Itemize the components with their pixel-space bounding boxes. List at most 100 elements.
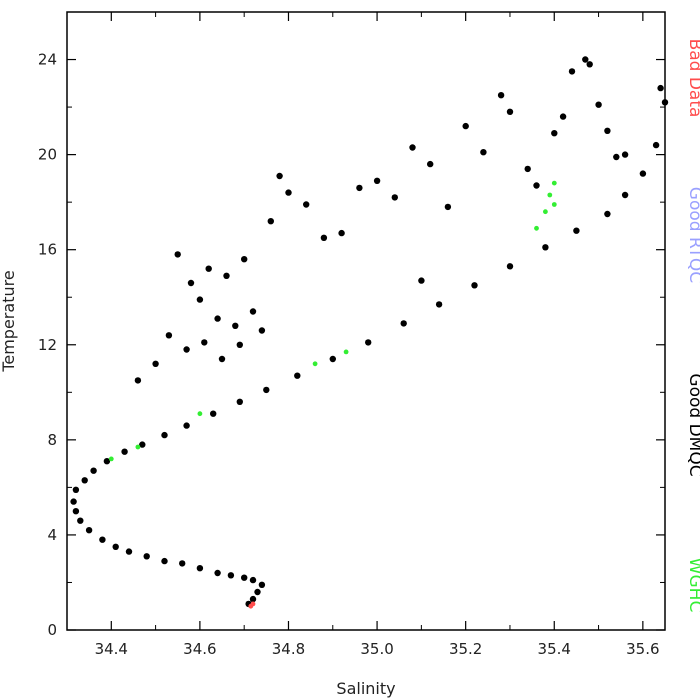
point-good-dmqc-41 — [639, 170, 647, 177]
point-good-dmqc-44 — [657, 84, 664, 92]
point-good-dmqc-31 — [329, 355, 336, 363]
point-wghc-2 — [197, 411, 203, 417]
x-tick-label-2: 34.8 — [272, 640, 305, 658]
point-good-dmqc-1 — [249, 595, 257, 603]
y-tick-label-1: 4 — [47, 526, 57, 544]
x-tick-label-0: 34.4 — [95, 640, 128, 658]
point-good-dmqc-29 — [263, 386, 270, 394]
point-good-dmqc-20 — [81, 477, 88, 484]
point-good-dmqc-70 — [497, 92, 505, 99]
point-good-dmqc-36 — [506, 263, 514, 270]
y-tick-label-3: 12 — [38, 336, 57, 354]
point-good-dmqc-51 — [232, 322, 239, 329]
data-points-layer — [70, 56, 669, 609]
point-good-dmqc-21 — [90, 467, 97, 474]
point-good-dmqc-4 — [249, 576, 257, 584]
legend-good-rtqc: Good RTQC — [685, 187, 700, 283]
point-good-dmqc-56 — [276, 172, 283, 180]
y-tick-label-5: 20 — [38, 146, 57, 164]
point-good-dmqc-55 — [267, 218, 274, 225]
y-tick-label-2: 8 — [47, 431, 57, 449]
point-good-dmqc-72 — [524, 165, 531, 173]
point-good-dmqc-77 — [582, 56, 589, 63]
y-tick-label-6: 24 — [38, 51, 57, 69]
point-wghc-3 — [312, 361, 318, 367]
point-good-dmqc-79 — [595, 101, 602, 108]
point-good-dmqc-27 — [210, 410, 217, 417]
point-good-dmqc-89 — [236, 341, 243, 348]
point-good-dmqc-61 — [356, 184, 363, 192]
point-good-dmqc-65 — [418, 277, 425, 284]
point-good-dmqc-26 — [183, 422, 190, 429]
point-good-dmqc-52 — [241, 256, 248, 263]
point-good-dmqc-30 — [294, 372, 301, 379]
point-good-dmqc-84 — [152, 360, 159, 367]
point-wghc-6 — [543, 209, 548, 215]
point-good-dmqc-86 — [183, 346, 190, 353]
point-good-dmqc-62 — [373, 177, 381, 184]
point-good-dmqc-78 — [586, 61, 593, 68]
point-good-dmqc-42 — [652, 141, 660, 149]
point-wghc-1 — [135, 444, 141, 450]
y-tick-label-4: 16 — [38, 241, 57, 259]
x-tick-label-1: 34.6 — [183, 640, 216, 658]
point-good-dmqc-33 — [400, 320, 407, 327]
point-good-dmqc-35 — [471, 282, 478, 289]
point-good-dmqc-14 — [99, 536, 106, 543]
point-good-dmqc-39 — [604, 210, 611, 218]
point-good-dmqc-22 — [103, 458, 111, 465]
point-wghc-9 — [551, 202, 557, 207]
x-axis-ticks: 34.4 34.6 34.8 35.0 35.2 35.4 35.6 — [66, 12, 660, 658]
point-good-dmqc-43 — [661, 99, 669, 106]
point-good-dmqc-18 — [70, 498, 77, 505]
x-tick-label-3: 35.0 — [360, 640, 393, 658]
x-axis-title: Salinity — [336, 679, 395, 698]
point-good-dmqc-17 — [72, 508, 80, 515]
point-good-dmqc-38 — [573, 227, 580, 234]
point-good-dmqc-87 — [201, 339, 208, 346]
point-good-dmqc-64 — [409, 144, 416, 151]
y-tick-label-0: 0 — [47, 621, 57, 639]
point-bad-data-1 — [250, 601, 256, 607]
legend-wghc: WGHC — [685, 558, 700, 613]
point-good-dmqc-69 — [480, 149, 487, 156]
point-good-dmqc-54 — [258, 327, 266, 334]
point-good-dmqc-59 — [320, 234, 328, 241]
point-good-dmqc-66 — [427, 160, 434, 168]
point-good-dmqc-58 — [303, 201, 310, 208]
point-wghc-8 — [551, 180, 557, 186]
point-good-dmqc-48 — [205, 265, 212, 272]
point-good-dmqc-60 — [338, 229, 345, 237]
point-good-dmqc-12 — [125, 548, 133, 555]
point-good-dmqc-46 — [187, 279, 195, 287]
point-good-dmqc-5 — [241, 574, 248, 581]
point-good-dmqc-8 — [196, 565, 204, 572]
point-good-dmqc-45 — [174, 251, 181, 258]
point-good-dmqc-88 — [218, 355, 226, 363]
x-tick-label-6: 35.6 — [626, 640, 659, 658]
point-wghc-5 — [534, 225, 539, 231]
point-good-dmqc-82 — [621, 151, 629, 158]
x-tick-label-4: 35.2 — [449, 640, 482, 658]
point-good-dmqc-67 — [444, 203, 452, 211]
point-good-dmqc-53 — [249, 308, 257, 315]
point-good-dmqc-76 — [568, 68, 576, 75]
point-good-dmqc-74 — [551, 130, 558, 137]
point-good-dmqc-68 — [462, 122, 469, 130]
point-good-dmqc-37 — [542, 244, 549, 251]
point-good-dmqc-50 — [223, 272, 230, 279]
point-good-dmqc-85 — [165, 332, 173, 339]
point-good-dmqc-83 — [134, 377, 142, 384]
point-good-dmqc-49 — [214, 315, 221, 322]
point-good-dmqc-32 — [365, 339, 372, 346]
point-good-dmqc-13 — [112, 543, 119, 550]
point-good-dmqc-7 — [214, 569, 221, 577]
point-good-dmqc-28 — [236, 398, 243, 405]
point-good-dmqc-57 — [285, 189, 292, 196]
point-good-dmqc-71 — [506, 108, 514, 116]
point-good-dmqc-63 — [391, 194, 398, 201]
point-good-dmqc-47 — [196, 296, 204, 303]
point-good-dmqc-73 — [533, 182, 540, 189]
point-good-dmqc-25 — [161, 431, 168, 439]
